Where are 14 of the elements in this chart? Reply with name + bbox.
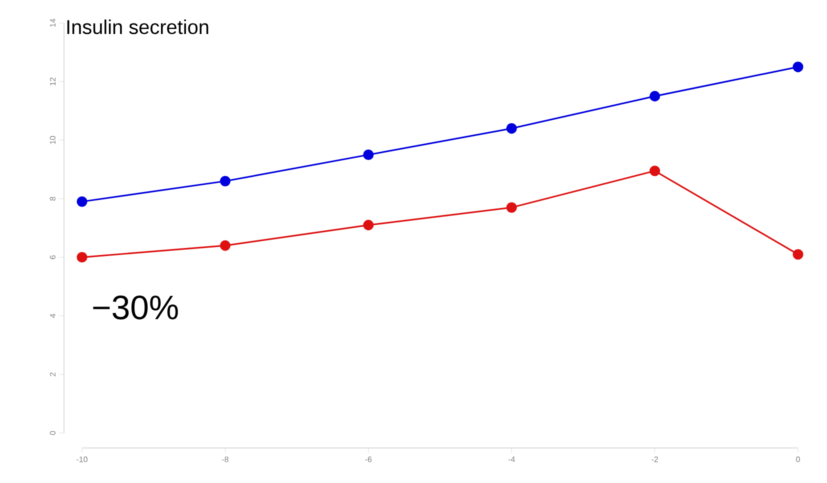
point <box>792 249 804 260</box>
point <box>506 123 517 134</box>
point <box>792 62 804 72</box>
point <box>220 176 230 186</box>
point <box>363 220 374 230</box>
annotation: −30% <box>93 296 178 320</box>
point <box>650 90 660 102</box>
point <box>76 252 88 263</box>
point <box>650 166 660 176</box>
point <box>506 202 517 213</box>
chart-title: Insulin secretion <box>67 20 208 34</box>
point <box>220 240 230 251</box>
point <box>76 196 88 207</box>
point <box>363 149 374 160</box>
